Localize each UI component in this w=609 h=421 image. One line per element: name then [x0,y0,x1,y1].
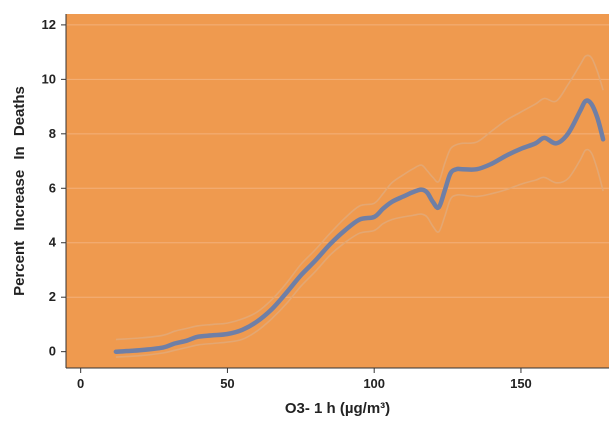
x-tick-label-50: 50 [220,376,234,391]
y-tick-label-12: 12 [42,17,56,32]
y-tick-label-4: 4 [49,235,57,250]
y-tick-label-6: 6 [49,180,56,195]
x-tick-label-0: 0 [77,376,84,391]
x-tick-label-100: 100 [363,376,385,391]
x-tick-label-150: 150 [510,376,532,391]
y-tick-label-8: 8 [49,126,56,141]
y-axis-label: Percent Increase In Deaths [11,86,28,296]
confidence-band [115,54,604,358]
gridlines [66,24,609,298]
series-lines [113,98,606,354]
series-line-lower-bound [115,148,604,358]
series-line-estimate [113,98,606,354]
y-tick-label-2: 2 [49,289,56,304]
y-tick-label-0: 0 [49,344,56,359]
tick-labels: 0 2 4 6 8 10 12 0 50 100 150 [42,17,532,391]
series-line-upper-bound [115,54,604,341]
y-tick-label-10: 10 [42,71,56,86]
plot-area [66,14,609,368]
x-axis-label: O3- 1 h (µg/m³) [285,400,390,417]
axes [61,14,609,373]
